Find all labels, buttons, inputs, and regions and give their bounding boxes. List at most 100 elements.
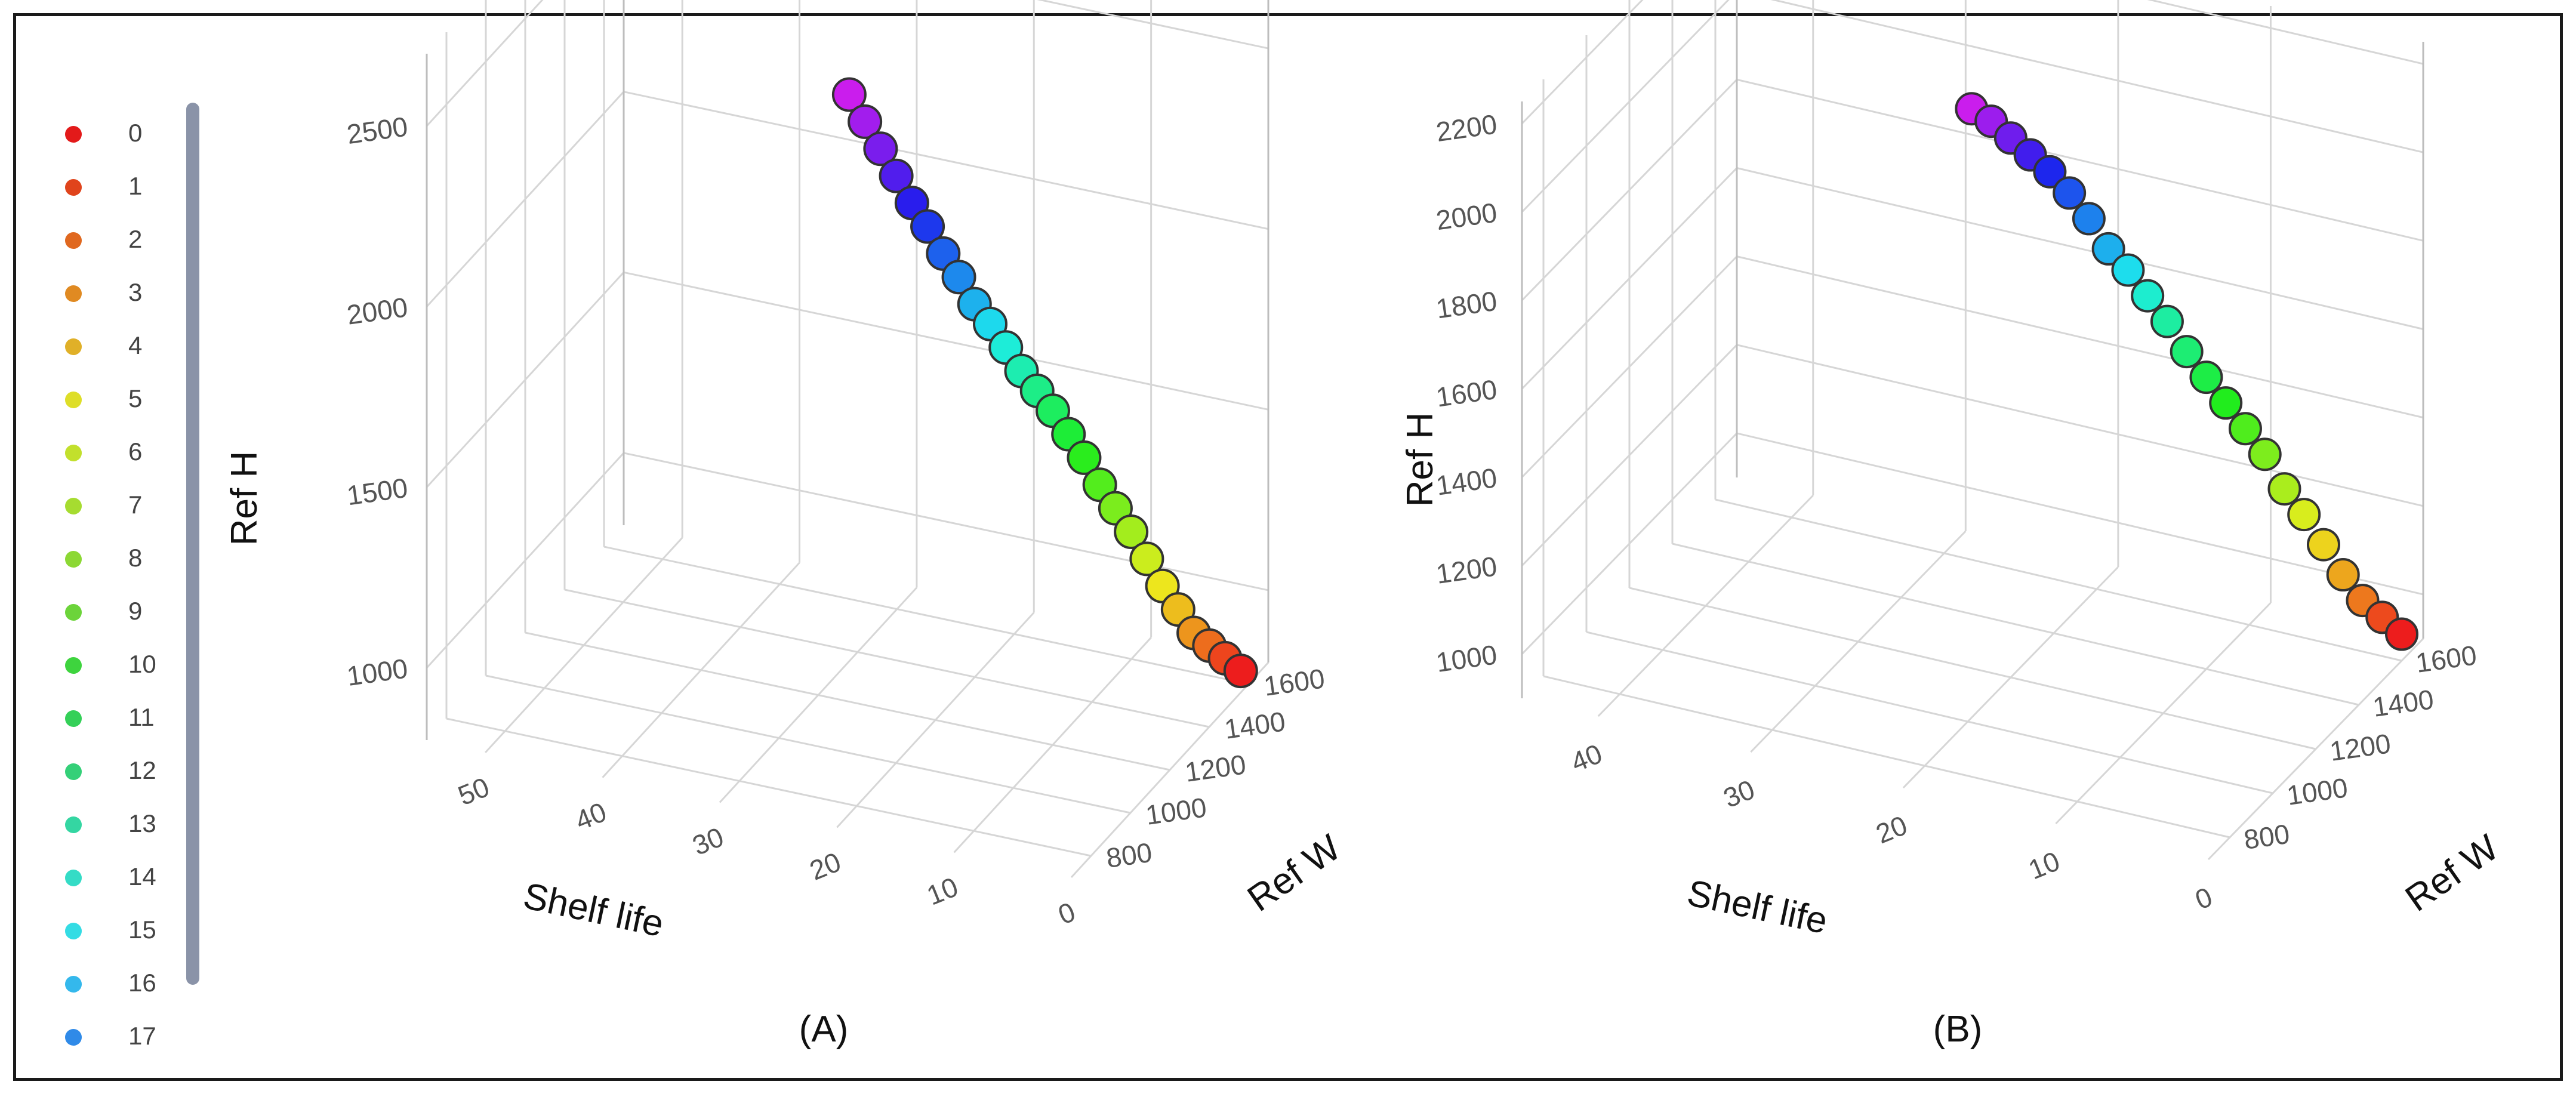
z-tick-label: 1000	[1434, 639, 1499, 678]
legend-label: 14	[128, 862, 156, 890]
y-axis-title: Ref W	[2398, 827, 2506, 920]
data-point	[831, 77, 867, 112]
data-point	[1114, 514, 1149, 550]
z-tick-label: 2200	[1434, 108, 1499, 147]
gridline	[1736, 255, 2424, 419]
gridline	[446, 717, 1092, 857]
z-tick-label: 1600	[1434, 374, 1499, 413]
gridline	[1736, 167, 2424, 330]
data-point	[1067, 440, 1102, 475]
legend-marker	[65, 710, 82, 727]
data-point	[2209, 386, 2243, 420]
legend-label: 15	[128, 916, 156, 944]
legend-label: 16	[128, 969, 156, 997]
legend-marker	[65, 498, 82, 514]
gridline	[564, 588, 1210, 728]
data-point	[2248, 437, 2282, 472]
gridline	[1715, 498, 2402, 662]
legend-item[interactable]: 1	[57, 170, 194, 205]
legend-item[interactable]: 15	[57, 913, 194, 949]
legend-marker	[65, 976, 82, 993]
data-point	[848, 104, 883, 139]
legend-label: 8	[128, 544, 143, 572]
legend-label: 10	[128, 650, 156, 678]
legend-label: 6	[128, 437, 143, 466]
legend-item[interactable]: 9	[57, 594, 194, 630]
panel-caption: (A)	[799, 1009, 849, 1050]
legend-item[interactable]: 5	[57, 382, 194, 418]
gridline	[525, 631, 1170, 771]
gridline	[1543, 675, 2230, 839]
gridline	[1736, 432, 2424, 596]
legend-marker	[65, 604, 82, 621]
legend-label: 17	[128, 1022, 156, 1050]
legend-marker	[65, 232, 82, 249]
legend-label: 2	[128, 225, 143, 253]
legend-item[interactable]: 8	[57, 541, 194, 577]
data-point	[863, 131, 898, 167]
y-tick-label: 800	[2242, 818, 2291, 855]
legend-marker	[65, 870, 82, 886]
legend-item[interactable]: 7	[57, 488, 194, 524]
legend-label: 11	[128, 703, 155, 731]
z-tick-label: 1400	[1434, 462, 1499, 501]
legend-item[interactable]: 17	[57, 1019, 194, 1055]
legend-item[interactable]: 12	[57, 754, 194, 790]
x-axis-title: Shelf life	[1684, 872, 1831, 942]
legend-marker	[65, 763, 82, 780]
data-point	[1129, 541, 1164, 577]
gridline	[1736, 344, 2424, 507]
legend-label: 13	[128, 809, 156, 837]
gridline	[623, 91, 1269, 230]
data-point	[941, 260, 976, 295]
legend-label: 7	[128, 491, 143, 519]
legend-marker	[65, 551, 82, 568]
data-point	[2091, 232, 2125, 266]
legend-item[interactable]: 16	[57, 966, 194, 1002]
gridline	[1629, 587, 2316, 750]
data-point	[2170, 335, 2204, 369]
data-point	[2053, 176, 2087, 210]
legend-marker	[65, 126, 82, 143]
legend-marker	[65, 285, 82, 302]
legend-marker	[65, 338, 82, 355]
gridline	[1672, 543, 2359, 706]
x-tick-label: 10	[2024, 845, 2064, 885]
y-tick-label: 1400	[2371, 683, 2436, 723]
y-tick-label: 1600	[2414, 639, 2479, 679]
legend-item[interactable]: 14	[57, 860, 194, 896]
legend-item[interactable]: 3	[57, 276, 194, 312]
data-point	[910, 209, 945, 244]
data-point	[2131, 279, 2165, 313]
z-axis-title: Ref H	[1400, 412, 1441, 507]
legend-item[interactable]: 13	[57, 807, 194, 843]
data-point	[2326, 558, 2360, 592]
x-tick-label: 20	[1872, 809, 1912, 849]
x-tick-label: 0	[2191, 881, 2217, 916]
legend-item[interactable]: 2	[57, 223, 194, 258]
gridline	[1770, 0, 2424, 153]
scatter3d-plot-a: 1000150020002500010203040508001000120014…	[224, 0, 1348, 1050]
gridline	[1736, 78, 2424, 242]
data-point	[879, 158, 914, 193]
legend-label: 5	[128, 384, 143, 412]
legend-item[interactable]: 11	[57, 701, 194, 736]
data-point	[2111, 253, 2145, 287]
panel-caption: (B)	[1933, 1009, 1983, 1050]
gridline	[2147, 0, 2424, 65]
legend-scrollbar[interactable]	[186, 103, 199, 985]
legend-label: 12	[128, 756, 156, 784]
legend-item[interactable]: 4	[57, 329, 194, 365]
legend-item[interactable]: 10	[57, 648, 194, 683]
x-tick-label: 40	[1567, 738, 1607, 778]
data-point	[2072, 202, 2106, 236]
y-tick-label: 800	[1104, 837, 1154, 874]
gridline	[1037, 0, 1269, 50]
data-point	[2150, 304, 2184, 338]
gridline	[485, 674, 1131, 814]
legend-item[interactable]: 0	[57, 116, 194, 152]
gridline	[1586, 631, 2273, 794]
legend-item[interactable]: 6	[57, 435, 194, 471]
data-point	[2287, 498, 2321, 532]
